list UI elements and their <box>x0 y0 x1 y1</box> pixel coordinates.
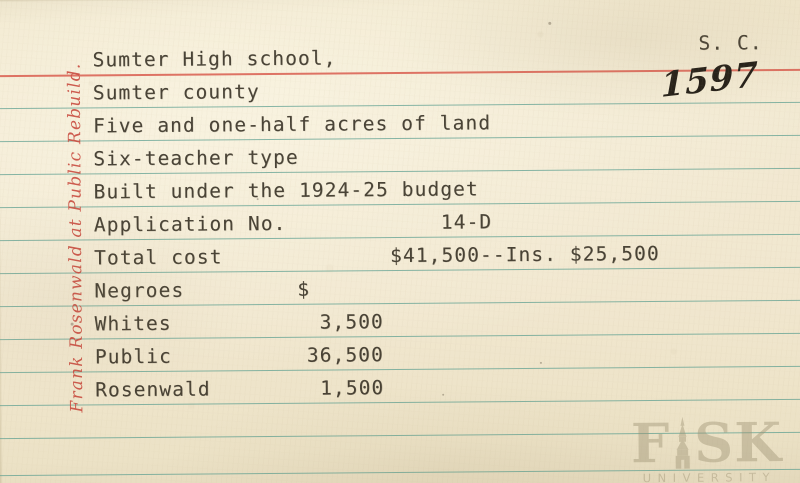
state-abbreviation: S. C. <box>698 31 763 55</box>
paper-speck <box>442 393 445 396</box>
card-line-label-rosenwald: Rosenwald <box>95 377 211 402</box>
card-line-label-teacher-type: Six-teacher type <box>93 145 299 171</box>
watermark-letter-s: S <box>694 410 735 475</box>
card-left-edge <box>0 0 3 483</box>
card-line-value-negroes: $ <box>297 277 311 301</box>
card-line-label-school: Sumter High school, <box>92 46 337 72</box>
card-line-label-acreage: Five and one-half acres of land <box>92 111 492 138</box>
paper-speck <box>70 322 74 326</box>
ruled-line <box>0 468 800 477</box>
paper-speck <box>256 198 259 201</box>
margin-annotation: Frank Rosenwald at Public Rebuild. <box>64 62 88 413</box>
watermark-letter-f: F <box>630 410 671 475</box>
watermark-letter-k: K <box>734 409 783 475</box>
card-line-label-total-cost: Total cost <box>94 245 223 270</box>
card-line-label-whites: Whites <box>94 311 172 336</box>
paper-speck <box>548 21 552 25</box>
card-line-value-public: 36,500 <box>306 343 385 367</box>
watermark-wordmark: F S K <box>611 409 800 475</box>
card-line-label-public: Public <box>94 344 173 369</box>
paper-speck <box>539 361 542 364</box>
watermark-subtitle: UNIVERSITY <box>642 470 777 483</box>
card-line-label-county: Sumter county <box>92 80 260 105</box>
tower-icon <box>671 416 693 469</box>
card-line-value-application: 14-D <box>440 210 493 234</box>
fisk-university-watermark: F S K <box>611 409 800 483</box>
card-line-label-application: Application No. <box>93 211 287 237</box>
card-line-value-whites: 3,500 <box>319 310 384 334</box>
ruled-line <box>0 431 800 440</box>
card-line-label-budget: Built under the 1924-25 budget <box>93 177 479 204</box>
handwritten-card-number: 1597 <box>660 54 759 106</box>
card-line-value-total-cost: $41,500--Ins. $25,500 <box>390 241 660 268</box>
card-line-value-rosenwald: 1,500 <box>320 376 385 400</box>
card-line-label-negroes: Negroes <box>94 278 185 303</box>
card-top-edge <box>0 0 800 3</box>
